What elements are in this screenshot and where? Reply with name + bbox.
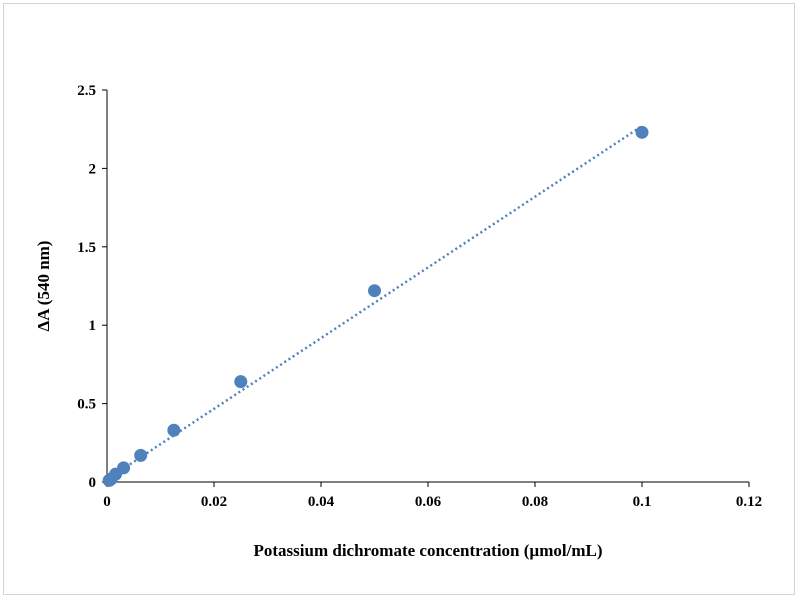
data-point xyxy=(635,125,649,139)
x-tick-label: 0.08 xyxy=(522,494,548,510)
chart-frame xyxy=(3,3,795,595)
y-tick-label: 0.5 xyxy=(77,397,96,413)
data-point xyxy=(368,284,381,298)
x-tick-label: 0.04 xyxy=(308,494,335,510)
trendline-layer xyxy=(108,125,643,480)
trendline xyxy=(108,125,643,480)
data-points xyxy=(102,125,649,487)
data-point xyxy=(234,375,248,389)
x-tick-label: 0.02 xyxy=(201,494,227,510)
data-point xyxy=(117,461,131,475)
y-axis-title: ΔA (540 nm) xyxy=(34,241,53,332)
y-tick-label: 0 xyxy=(89,475,97,491)
x-ticks: 0 0.02 0.04 0.06 0.08 0.1 0.12 xyxy=(103,482,762,510)
y-tick-label: 2 xyxy=(89,161,97,177)
x-tick-label: 0.12 xyxy=(736,494,762,510)
data-point xyxy=(167,423,181,437)
x-tick-label: 0.06 xyxy=(415,494,442,510)
x-axis-title: Potassium dichromate concentration (µmol… xyxy=(254,541,603,560)
axes xyxy=(106,90,749,483)
data-point xyxy=(134,448,148,462)
x-tick-label: 0 xyxy=(103,494,111,510)
y-tick-label: 2.5 xyxy=(77,83,96,99)
y-tick-label: 1.5 xyxy=(77,240,96,256)
y-ticks: 0 0.5 1 1.5 2 2.5 xyxy=(77,83,107,491)
x-tick-label: 0.1 xyxy=(633,494,652,510)
y-tick-label: 1 xyxy=(89,318,97,334)
